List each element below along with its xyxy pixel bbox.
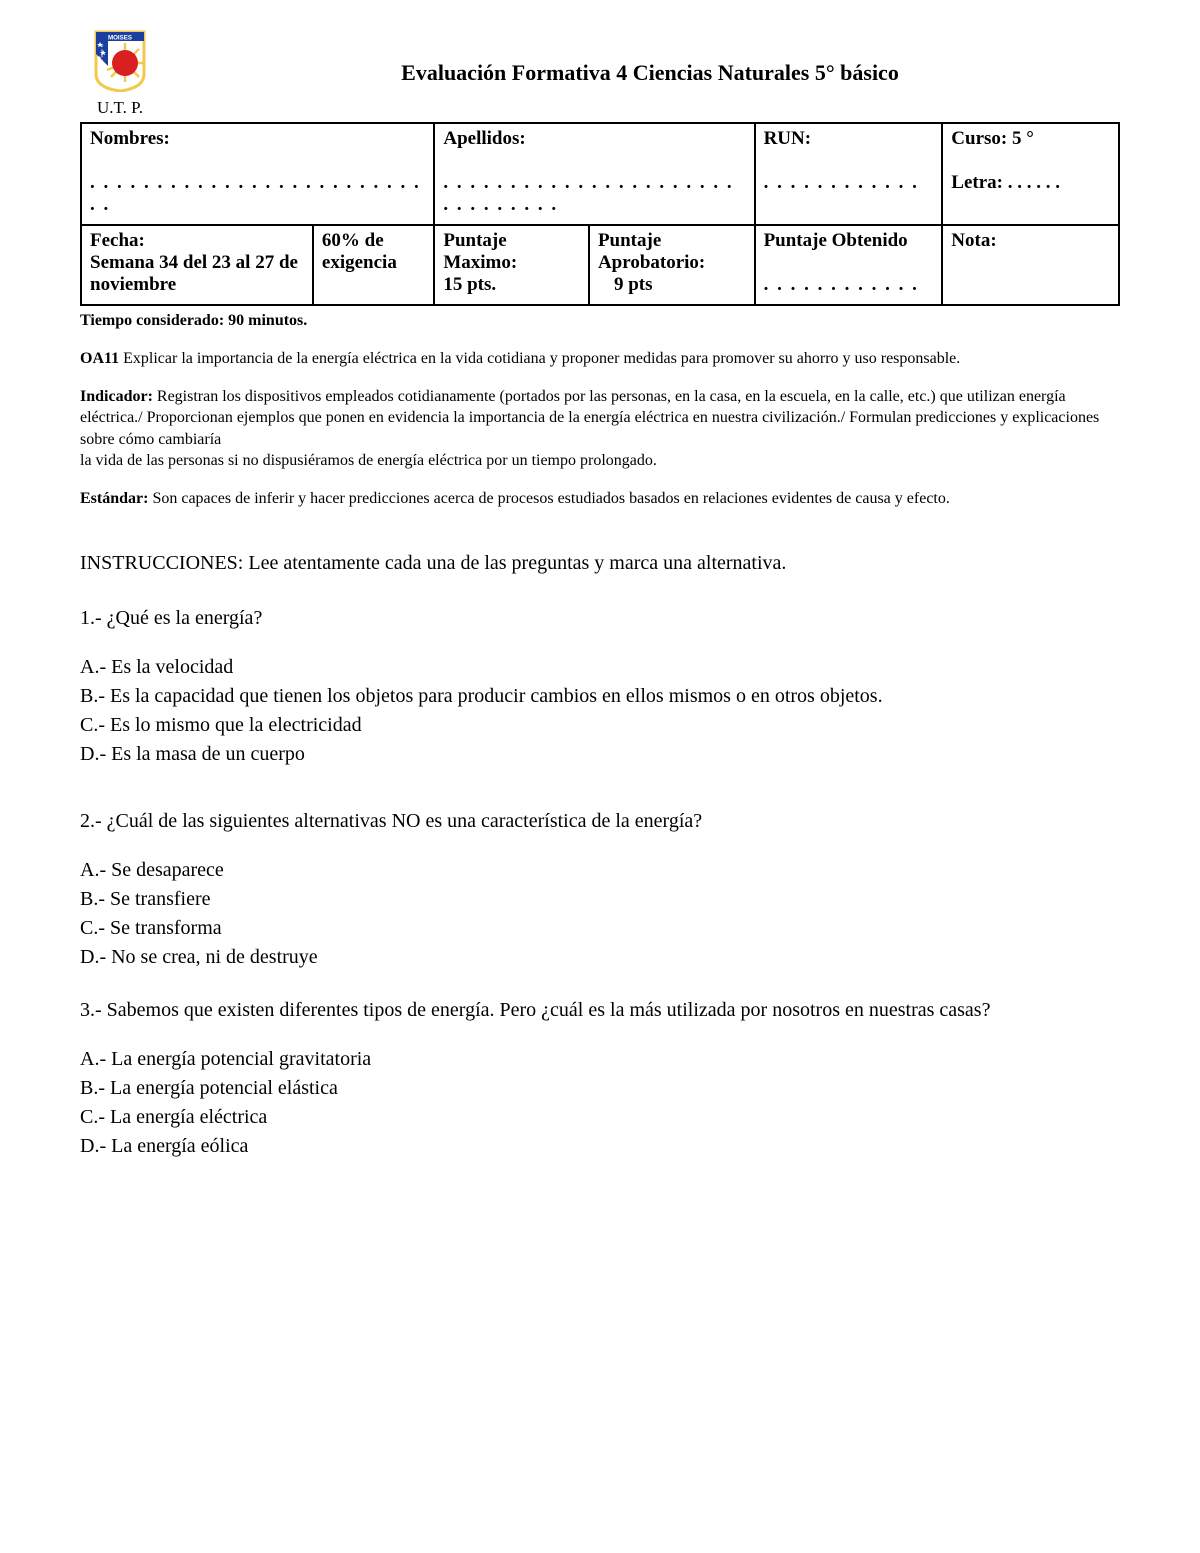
- cell-puntaje-apr: Puntaje Aprobatorio: 9 pts: [589, 225, 755, 305]
- option: C.- Es lo mismo que la electricidad: [80, 712, 1120, 739]
- indicador-text: Registran los dispositivos empleados cot…: [80, 388, 1099, 448]
- question-3: 3.- Sabemos que existen diferentes tipos…: [80, 997, 1120, 1160]
- cell-puntaje-obt: Puntaje Obtenido . . . . . . . . . . . .: [755, 225, 943, 305]
- label-papr: Puntaje Aprobatorio:: [598, 230, 705, 273]
- label-nombres: Nombres:: [90, 128, 170, 149]
- table-row: Fecha: Semana 34 del 23 al 27 de noviemb…: [81, 225, 1119, 305]
- table-row: Nombres: . . . . . . . . . . . . . . . .…: [81, 123, 1119, 225]
- option: B.- Es la capacidad que tienen los objet…: [80, 683, 1120, 710]
- svg-text:A: A: [101, 58, 104, 63]
- option: D.- Es la masa de un cuerpo: [80, 741, 1120, 768]
- options-list: A.- Es la velocidad B.- Es la capacidad …: [80, 654, 1120, 768]
- indicador-text-2: la vida de las personas si no dispusiéra…: [80, 452, 657, 469]
- oa-text: Explicar la importancia de la energía el…: [119, 350, 960, 367]
- option: B.- Se transfiere: [80, 886, 1120, 913]
- dots-nombres: . . . . . . . . . . . . . . . . . . . . …: [90, 172, 421, 215]
- label-exigencia: 60% de exigencia: [322, 230, 397, 273]
- value-papr: 9 pts: [598, 274, 653, 295]
- meta-block: OA11 Explicar la importancia de la energ…: [80, 348, 1120, 510]
- dots-pobt: . . . . . . . . . . . .: [764, 274, 919, 295]
- cell-nota: Nota:: [942, 225, 1119, 305]
- label-nota: Nota:: [951, 230, 996, 251]
- options-list: A.- Se desaparece B.- Se transfiere C.- …: [80, 857, 1120, 971]
- oa-line: OA11 Explicar la importancia de la energ…: [80, 348, 1120, 370]
- option: C.- La energía eléctrica: [80, 1104, 1120, 1131]
- estandar-line: Estándar: Son capaces de inferir y hacer…: [80, 488, 1120, 510]
- content-block: INSTRUCCIONES: Lee atentamente cada una …: [80, 550, 1120, 1160]
- option: A.- Se desaparece: [80, 857, 1120, 884]
- label-letra: Letra: . . . . . .: [951, 172, 1060, 193]
- label-fecha: Fecha:: [90, 230, 145, 251]
- cell-apellidos: Apellidos: . . . . . . . . . . . . . . .…: [434, 123, 754, 225]
- school-logo-icon: MOISES U S S A: [92, 30, 148, 92]
- label-run: RUN:: [764, 128, 812, 149]
- option: C.- Se transforma: [80, 915, 1120, 942]
- label-apellidos: Apellidos:: [443, 128, 525, 149]
- utp-label: U.T. P.: [97, 98, 143, 118]
- cell-nombres: Nombres: . . . . . . . . . . . . . . . .…: [81, 123, 434, 225]
- cell-puntaje-max: Puntaje Maximo: 15 pts.: [434, 225, 589, 305]
- question-text: 3.- Sabemos que existen diferentes tipos…: [80, 997, 1120, 1024]
- option: A.- La energía potencial gravitatoria: [80, 1046, 1120, 1073]
- question-text: 1.- ¿Qué es la energía?: [80, 605, 1120, 632]
- option: A.- Es la velocidad: [80, 654, 1120, 681]
- instructions-text: INSTRUCCIONES: Lee atentamente cada una …: [80, 550, 1120, 577]
- value-fecha: Semana 34 del 23 al 27 de noviembre: [90, 252, 298, 295]
- label-pobt: Puntaje Obtenido: [764, 230, 908, 251]
- info-table: Nombres: . . . . . . . . . . . . . . . .…: [80, 122, 1120, 306]
- cell-exigencia: 60% de exigencia: [313, 225, 434, 305]
- dots-run: . . . . . . . . . . . .: [764, 172, 919, 193]
- question-2: 2.- ¿Cuál de las siguientes alternativas…: [80, 808, 1120, 971]
- cell-run: RUN: . . . . . . . . . . . .: [755, 123, 943, 225]
- logo-block: MOISES U S S A U.T. P.: [80, 30, 160, 118]
- oa-label: OA11: [80, 350, 119, 367]
- question-text: 2.- ¿Cuál de las siguientes alternativas…: [80, 808, 1120, 835]
- indicador-line: Indicador: Registran los dispositivos em…: [80, 386, 1120, 472]
- label-curso: Curso: 5 °: [951, 128, 1034, 149]
- logo-top-text: MOISES: [108, 35, 132, 42]
- estandar-text: Son capaces de inferir y hacer prediccio…: [148, 490, 949, 507]
- option: D.- No se crea, ni de destruye: [80, 944, 1120, 971]
- option: D.- La energía eólica: [80, 1133, 1120, 1160]
- options-list: A.- La energía potencial gravitatoria B.…: [80, 1046, 1120, 1160]
- option: B.- La energía potencial elástica: [80, 1075, 1120, 1102]
- document-header: MOISES U S S A U.T. P. Evaluación Format…: [80, 30, 1120, 118]
- indicador-label: Indicador:: [80, 388, 153, 405]
- cell-curso: Curso: 5 ° Letra: . . . . . .: [942, 123, 1119, 225]
- cell-fecha: Fecha: Semana 34 del 23 al 27 de noviemb…: [81, 225, 313, 305]
- dots-apellidos: . . . . . . . . . . . . . . . . . . . . …: [443, 172, 733, 215]
- document-title: Evaluación Formativa 4 Ciencias Naturale…: [180, 60, 1120, 86]
- label-pmax: Puntaje Maximo:: [443, 230, 517, 273]
- tiempo-text: Tiempo considerado: 90 minutos.: [80, 312, 1120, 330]
- title-wrap: Evaluación Formativa 4 Ciencias Naturale…: [180, 30, 1120, 86]
- value-pmax: 15 pts.: [443, 274, 496, 295]
- question-1: 1.- ¿Qué es la energía? A.- Es la veloci…: [80, 605, 1120, 768]
- estandar-label: Estándar:: [80, 490, 148, 507]
